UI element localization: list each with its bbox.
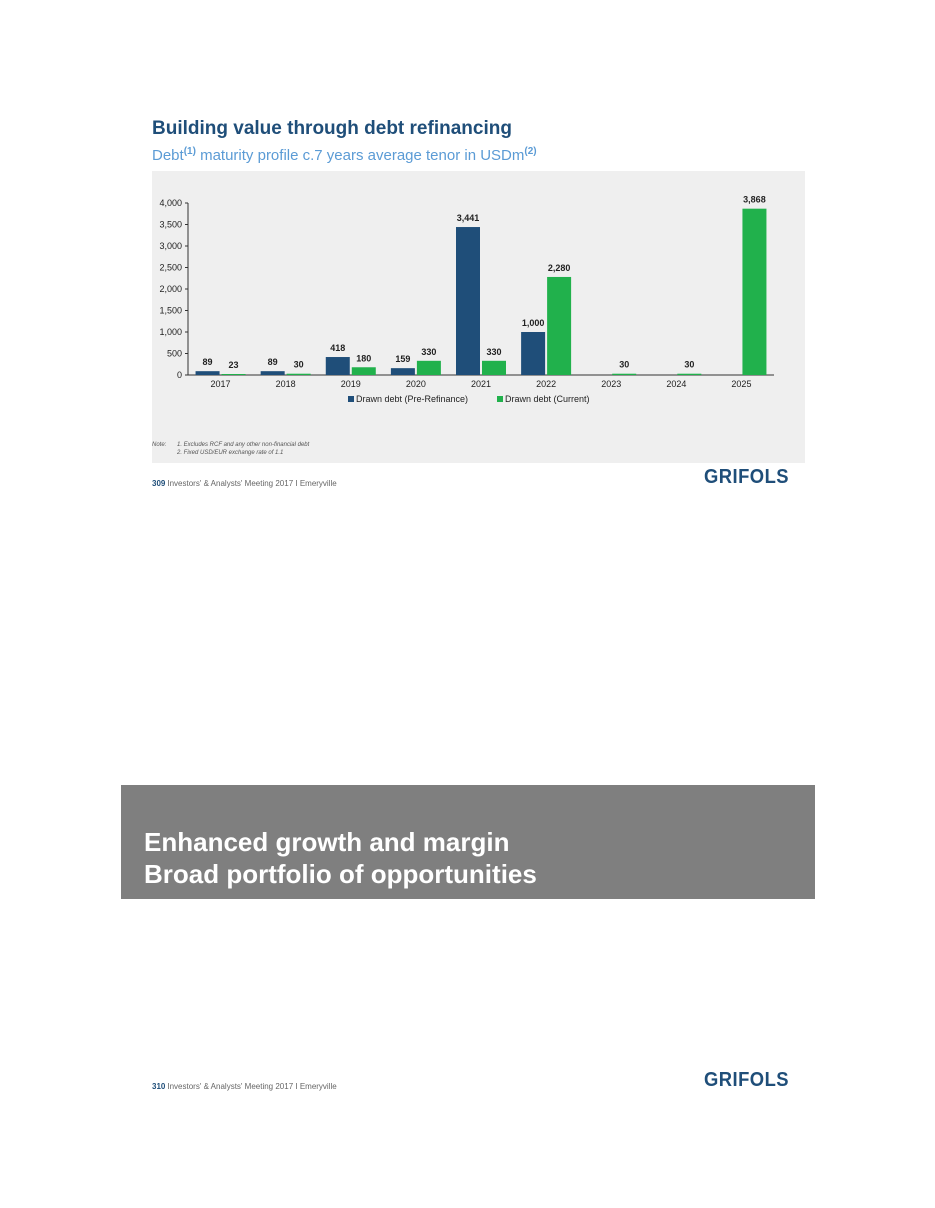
- data-label-current-2023: 30: [619, 360, 629, 370]
- data-label-current-2020: 330: [421, 347, 436, 357]
- bar-pre-refinance-2021: [456, 227, 480, 375]
- y-tick-label: 3,500: [159, 220, 182, 230]
- y-tick-label: 1,000: [159, 327, 182, 337]
- data-label-current-2019: 180: [356, 353, 371, 363]
- subtitle-footnote-2: (2): [524, 146, 537, 157]
- page-number: 310: [152, 1082, 166, 1091]
- bar-current-2019: [351, 367, 376, 375]
- subtitle-footnote-1: (1): [183, 146, 196, 157]
- data-label-current-2021: 330: [486, 347, 501, 357]
- data-label-pre-refinance-2020: 159: [395, 354, 410, 364]
- y-tick-label: 2,000: [159, 284, 182, 294]
- data-label-current-2025: 3,868: [743, 195, 766, 205]
- bar-current-2025: [742, 208, 767, 375]
- bar-current-2023: [612, 373, 637, 375]
- footer-slide-309: 309 Investors' & Analysts' Meeting 2017 I…: [152, 479, 337, 488]
- data-label-current-2024: 30: [684, 360, 694, 370]
- x-tick-label: 2020: [406, 379, 426, 389]
- data-label-pre-refinance-2021: 3,441: [457, 213, 480, 223]
- note-line-2: 2. Fixed USD/EUR exchange rate of 1.1: [177, 449, 284, 456]
- legend-label-pre-refinance: Drawn debt (Pre-Refinance): [356, 394, 468, 404]
- footer-slide-310: 310 Investors' & Analysts' Meeting 2017 I…: [152, 1082, 337, 1091]
- bar-current-2021: [482, 360, 506, 375]
- slide-subtitle: Debt(1) maturity profile c.7 years avera…: [152, 146, 537, 164]
- y-tick-label: 500: [167, 349, 182, 359]
- debt-maturity-chart: 0 500 1,000 1,500 2,000 2,500 3,000 3,500 4,000 2…: [159, 195, 774, 404]
- bar-current-2018: [286, 373, 311, 375]
- footer-text: Investors' & Analysts' Meeting 2017 I Em…: [167, 1082, 337, 1091]
- note-lines: 1. Excludes RCF and any other non-financ…: [177, 442, 309, 457]
- legend-label-current: Drawn debt (Current): [505, 394, 590, 404]
- data-label-pre-refinance-2022: 1,000: [522, 318, 545, 328]
- bar-current-2022: [547, 276, 572, 375]
- x-tick-label: 2021: [471, 379, 491, 389]
- subtitle-text: maturity profile c.7 years average tenor…: [195, 147, 525, 164]
- data-label-pre-refinance-2018: 89: [268, 357, 278, 367]
- footer-text: Investors' & Analysts' Meeting 2017 I Em…: [167, 479, 337, 488]
- x-tick-label: 2022: [536, 379, 556, 389]
- x-tick-label: 2024: [666, 379, 686, 389]
- bar-current-2020: [416, 360, 441, 375]
- x-tick-label: 2017: [211, 379, 231, 389]
- bar-pre-refinance-2017: [195, 371, 220, 375]
- data-label-pre-refinance-2017: 89: [203, 357, 213, 367]
- grifols-logo: GRIFOLS: [704, 466, 789, 488]
- x-tick-label: 2019: [341, 379, 361, 389]
- data-label-current-2017: 23: [229, 360, 239, 370]
- banner-title-line-1: Enhanced growth and margin: [144, 827, 510, 857]
- subtitle-debt: Debt: [152, 147, 184, 164]
- legend-swatch-pre-refinance: [348, 396, 354, 402]
- bar-pre-refinance-2018: [260, 371, 285, 375]
- x-tick-label: 2025: [731, 379, 751, 389]
- slide-title: Building value through debt refinancing: [152, 118, 512, 139]
- note-label: Note:: [152, 442, 167, 448]
- bar-pre-refinance-2019: [325, 357, 350, 375]
- bar-pre-refinance-2020: [390, 368, 415, 375]
- note-line-1: 1. Excludes RCF and any other non-financ…: [177, 442, 310, 448]
- y-tick-label: 0: [177, 370, 182, 380]
- page-number: 309: [152, 479, 166, 488]
- legend-swatch-current: [497, 396, 503, 402]
- y-tick-label: 1,500: [159, 306, 182, 316]
- data-label-current-2022: 2,280: [548, 263, 571, 273]
- y-tick-label: 4,000: [159, 198, 182, 208]
- banner-title-line-2: Broad portfolio of opportunities: [144, 859, 537, 889]
- y-tick-label: 3,000: [159, 241, 182, 251]
- bar-pre-refinance-2022: [521, 332, 546, 375]
- section-banner: Enhanced growth and margin Broad portfol…: [121, 785, 815, 899]
- data-label-current-2018: 30: [294, 360, 304, 370]
- x-tick-label: 2018: [276, 379, 296, 389]
- bar-current-2017: [221, 374, 246, 375]
- bar-current-2024: [677, 373, 702, 375]
- x-tick-label: 2023: [601, 379, 621, 389]
- data-label-pre-refinance-2019: 418: [330, 343, 345, 353]
- y-tick-label: 2,500: [159, 263, 182, 273]
- chart-panel: 0 500 1,000 1,500 2,000 2,500 3,000 3,500 4,000 2…: [152, 171, 805, 463]
- grifols-logo: GRIFOLS: [704, 1069, 789, 1091]
